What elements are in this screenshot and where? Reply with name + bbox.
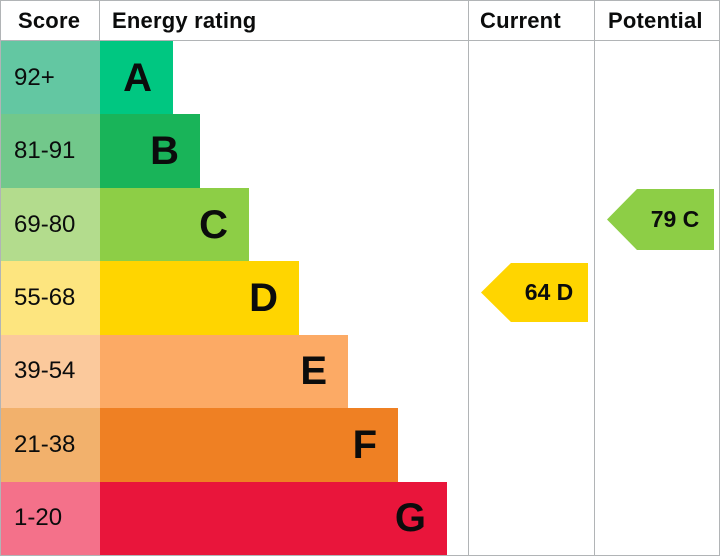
band-bar: D [100, 261, 299, 335]
divider-score-rating [99, 1, 100, 41]
score-cell: 92+ [1, 41, 100, 115]
band-letter: F [352, 422, 377, 467]
score-range: 39-54 [14, 357, 76, 385]
divider-header-bottom [1, 40, 719, 41]
score-range: 55-68 [14, 283, 76, 311]
band-bar: F [100, 408, 398, 482]
score-range: 69-80 [14, 210, 76, 238]
band-letter: C [199, 202, 228, 247]
divider-current-potential [594, 1, 595, 555]
score-cell: 21-38 [1, 408, 100, 482]
header-potential: Potential [608, 8, 703, 33]
band-row-a: 92+ A [1, 41, 719, 115]
divider-rating-current [468, 1, 469, 555]
score-cell: 1-20 [1, 481, 100, 555]
score-range: 92+ [14, 63, 55, 91]
band-bar: C [100, 187, 249, 262]
band-letter: G [394, 496, 426, 541]
header-score: Score [18, 8, 81, 33]
score-range: 21-38 [14, 430, 76, 458]
band-bar: E [100, 334, 348, 409]
potential-rating-label: 79 C [650, 206, 700, 232]
score-range: 1-20 [14, 504, 63, 532]
band-letter: E [300, 349, 327, 394]
score-cell: 69-80 [1, 187, 100, 262]
band-row-c: 69-80 C [1, 187, 719, 262]
score-cell: 39-54 [1, 334, 100, 409]
band-bar: G [100, 481, 447, 555]
score-range: 81-91 [14, 137, 76, 165]
header-energy-rating: Energy rating [112, 8, 257, 33]
band-rows: 92+ A 81-91 B 69-80 C 55-68 [1, 41, 719, 555]
chart-header: Score Energy rating Current Potential [1, 1, 719, 41]
band-row-g: 1-20 G [1, 481, 719, 555]
score-cell: 55-68 [1, 261, 100, 335]
band-bar: A [100, 41, 173, 115]
header-current: Current [480, 8, 561, 33]
band-row-e: 39-54 E [1, 334, 719, 409]
band-letter: A [123, 55, 152, 100]
score-cell: 81-91 [1, 114, 100, 188]
band-row-d: 55-68 D [1, 261, 719, 335]
current-rating-label: 64 D [524, 279, 574, 305]
band-row-f: 21-38 F [1, 408, 719, 482]
band-letter: B [150, 129, 179, 174]
band-letter: D [249, 275, 278, 320]
band-row-b: 81-91 B [1, 114, 719, 188]
band-bar: B [100, 114, 200, 188]
